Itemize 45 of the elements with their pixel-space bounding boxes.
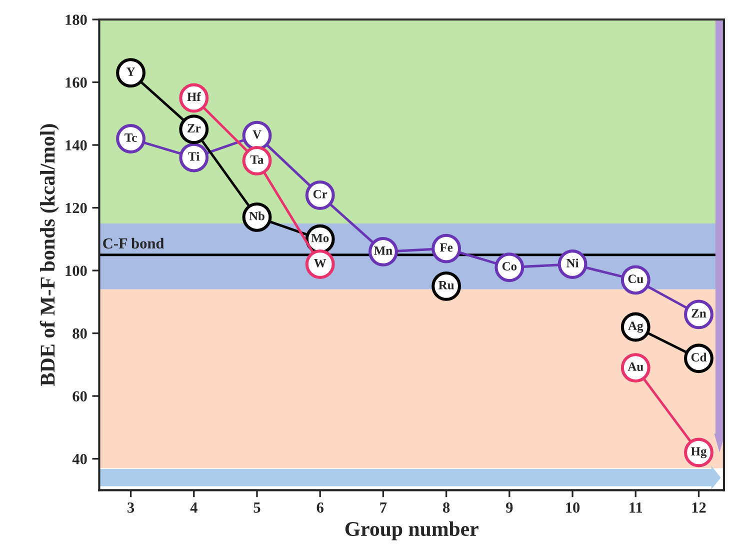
annotation: Nb (249, 212, 264, 220)
x-tick-label: 3 (128, 502, 134, 513)
annotation: Cr (313, 190, 328, 198)
x-tick-label: 10 (566, 502, 580, 513)
annotation: Tc (124, 134, 137, 142)
ref-line-label: C-F bond (103, 238, 164, 249)
annotation: Ag (628, 322, 644, 333)
annotation: Cd (691, 352, 707, 362)
annotation: Cu (628, 274, 644, 284)
annotation: Ni (566, 258, 579, 268)
annotation: Zn (692, 309, 706, 318)
annotation: Hg (690, 447, 707, 458)
y-tick-label: 140 (66, 140, 87, 150)
x-tick-label: 12 (692, 502, 706, 513)
y-tick-label: 40 (72, 454, 87, 464)
annotation: Ti (188, 152, 200, 161)
x-axis-title: Group number (345, 521, 478, 540)
annotation: Co (502, 262, 517, 271)
x-tick-label: 11 (630, 502, 642, 513)
y-tick-label: 80 (72, 328, 87, 339)
annotation: Mo (311, 234, 329, 242)
x-tick-label: 7 (380, 502, 387, 513)
y-tick-label: 60 (72, 391, 87, 402)
y-tick-label: 100 (66, 266, 87, 276)
point (116, 58, 146, 88)
annotation: Y (126, 68, 136, 76)
annotation: Au (628, 362, 644, 371)
annotation: V (252, 130, 262, 139)
annotation: Ta (250, 156, 264, 164)
annotation: Fe (440, 243, 453, 252)
x-tick-label: 5 (254, 502, 260, 513)
x-tick-label: 6 (316, 502, 324, 513)
y-axis-title: BDE of M-F bonds (kcal/mol) (40, 124, 59, 386)
annotation: W (314, 259, 326, 268)
x-tick-label: 4 (190, 502, 198, 513)
y-tick-label: 120 (66, 202, 87, 214)
x-tick-label: 8 (442, 502, 450, 513)
point (242, 120, 272, 150)
annotation: Ru (438, 281, 454, 290)
y-tick-label: 160 (66, 77, 87, 88)
annotation: Mn (374, 246, 392, 255)
x-tick-label: 9 (506, 502, 513, 513)
annotation: Zr (188, 124, 201, 132)
y-tick-label: 180 (66, 14, 87, 25)
annotation: Hf (187, 92, 201, 101)
